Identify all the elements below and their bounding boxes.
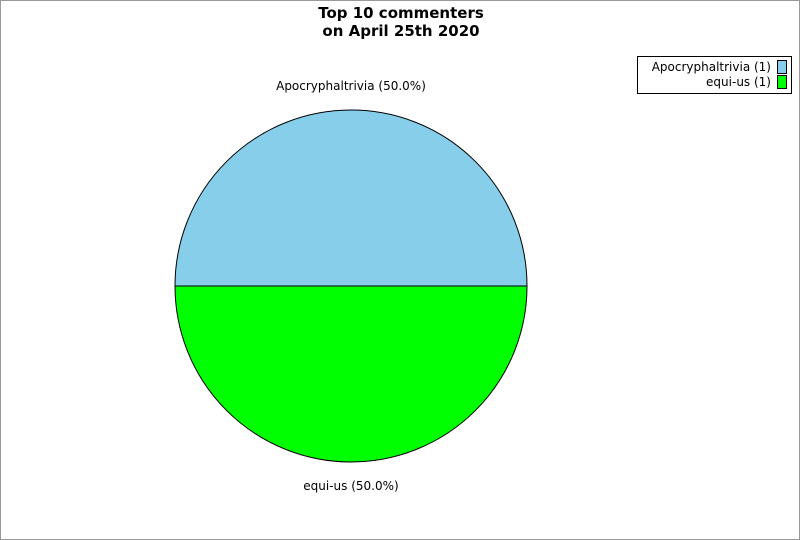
slice-label-apocryphaltrivia: Apocryphaltrivia (50.0%): [276, 79, 426, 93]
legend-item-equi-us: equi-us (1): [706, 74, 787, 90]
chart-title-line-2: on April 25th 2020: [322, 22, 480, 40]
legend-swatch: [777, 75, 787, 89]
legend: Apocryphaltrivia (1) equi-us (1): [637, 56, 792, 94]
chart-title-line-1: Top 10 commenters: [318, 4, 484, 22]
legend-label: Apocryphaltrivia (1): [651, 60, 771, 74]
legend-label: equi-us (1): [706, 75, 771, 89]
legend-swatch: [777, 60, 787, 74]
pie-slice-equi-us: [174, 285, 528, 463]
pie-slice-apocryphaltrivia: [174, 109, 528, 287]
legend-item-apocryphaltrivia: Apocryphaltrivia (1): [652, 59, 787, 75]
slice-label-equi-us: equi-us (50.0%): [303, 479, 399, 493]
